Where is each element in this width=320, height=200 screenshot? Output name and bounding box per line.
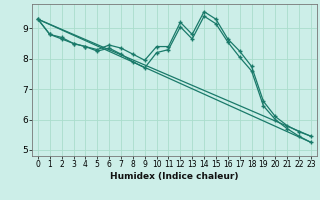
X-axis label: Humidex (Indice chaleur): Humidex (Indice chaleur) bbox=[110, 172, 239, 181]
